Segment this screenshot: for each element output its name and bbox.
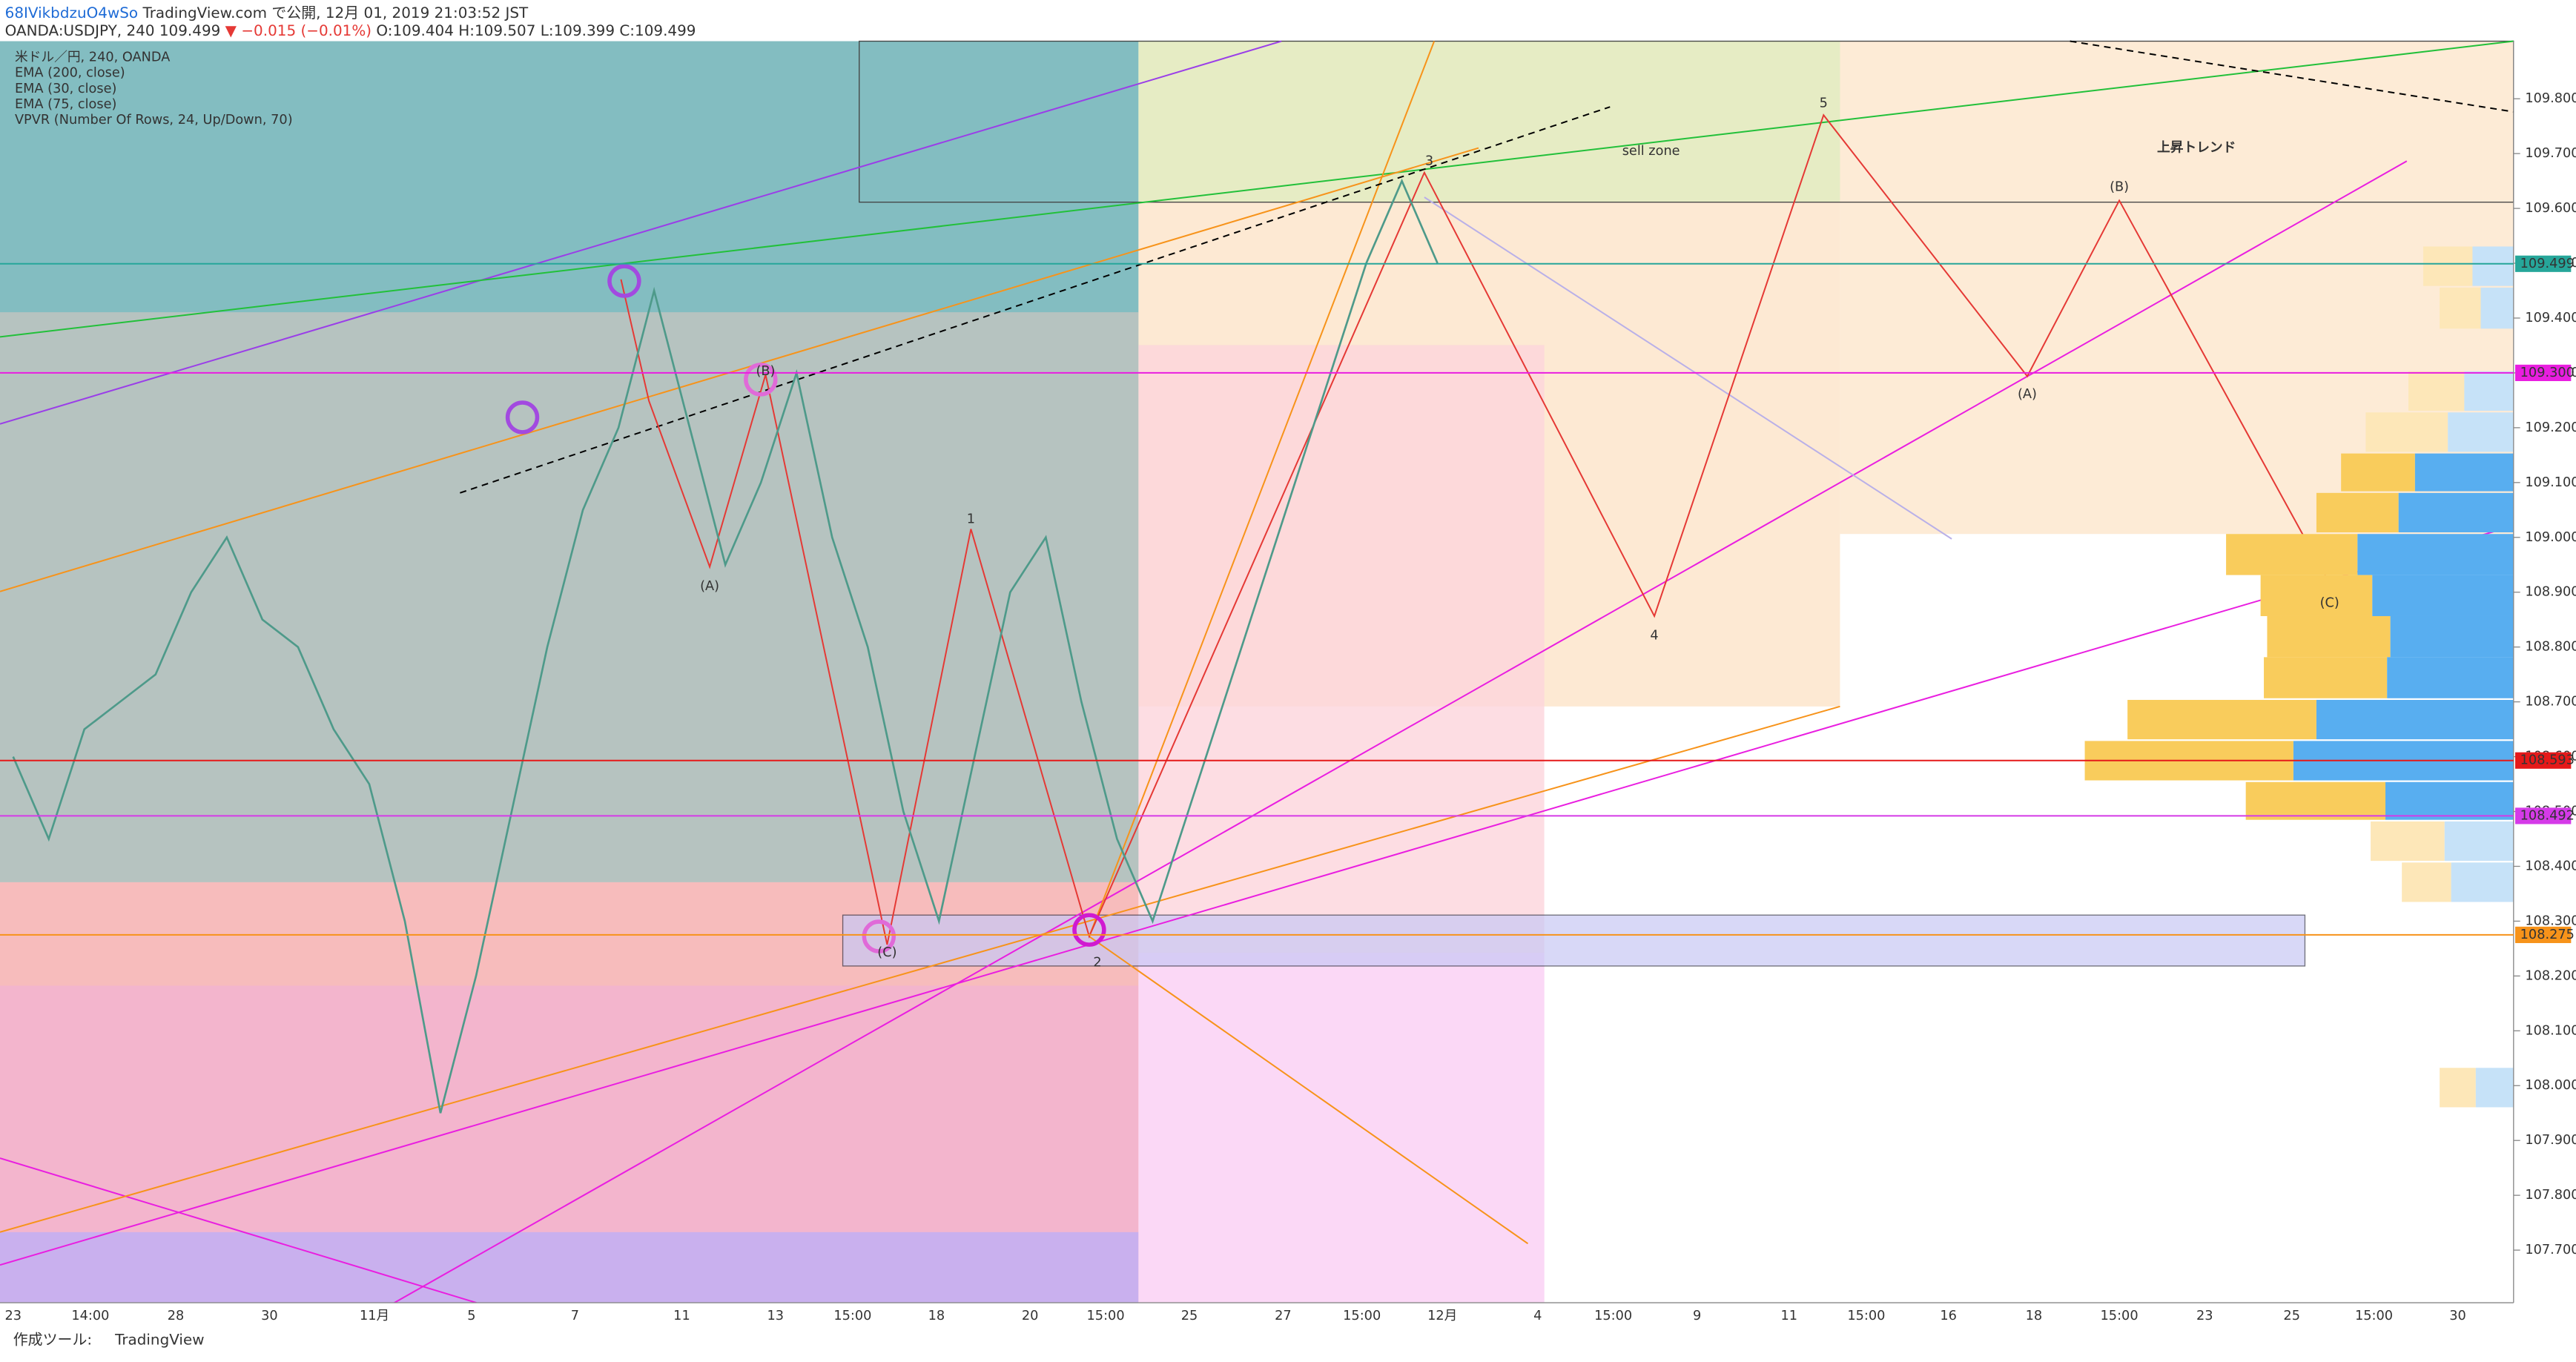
trend-label: 上昇トレンド: [2157, 140, 2236, 156]
price-badge-label: 109.499: [2520, 257, 2575, 271]
price-badge: [2515, 926, 2572, 943]
change: ▼ −0.015 (−0.01%): [225, 22, 371, 39]
x-tick-label: 11: [673, 1309, 690, 1323]
y-tick-label: 109.000: [2525, 530, 2576, 545]
time-axis: [0, 1303, 2576, 1329]
ohlc: C:109.499: [619, 22, 696, 39]
x-tick-label: 15:00: [833, 1309, 871, 1323]
wave-label: (A): [700, 579, 719, 594]
wave-label: (B): [756, 364, 775, 379]
x-tick-label: 7: [571, 1309, 579, 1323]
y-tick-label: 109.200: [2525, 420, 2576, 435]
x-tick-label: 15:00: [2355, 1309, 2393, 1323]
price: 109.499: [159, 22, 220, 39]
footer-brand[interactable]: TradingView: [114, 1331, 204, 1349]
wave-label: (A): [2018, 387, 2037, 402]
x-tick-label: 23: [2196, 1309, 2213, 1323]
x-tick-label: 11月: [360, 1309, 389, 1323]
price-badge-label: 108.275: [2520, 928, 2575, 942]
x-tick-label: 12月: [1427, 1309, 1457, 1323]
y-tick-label: 108.200: [2525, 968, 2576, 983]
trend-lines: [0, 40, 2514, 1304]
legend-entry: VPVR (Number Of Rows, 24, Up/Down, 70): [15, 113, 293, 128]
legend-entry: EMA (200, close): [15, 66, 125, 81]
price-badge: [2515, 364, 2572, 382]
ohlc: H:109.507: [458, 22, 535, 39]
x-tick-label: 4: [1533, 1309, 1542, 1323]
published: TradingView.com で公開, 12月 01, 2019 21:03:…: [142, 3, 529, 21]
price-badge: [2515, 752, 2572, 769]
wave-label: 1: [967, 512, 975, 526]
price-badge-label: 108.593: [2520, 753, 2575, 768]
x-tick-label: 18: [928, 1309, 945, 1323]
x-tick-label: 18: [2026, 1309, 2043, 1323]
x-tick-label: 16: [1940, 1309, 1957, 1323]
y-tick-label: 107.800: [2525, 1188, 2576, 1203]
x-tick-label: 20: [1022, 1309, 1039, 1323]
y-tick-label: 109.800: [2525, 91, 2576, 106]
y-tick-label: 108.100: [2525, 1023, 2576, 1038]
x-tick-label: 15:00: [1594, 1309, 1632, 1323]
wave-label: 3: [1425, 153, 1433, 168]
x-tick-label: 25: [2283, 1309, 2300, 1323]
price-badge: [2515, 807, 2572, 824]
x-tick-label: 15:00: [1847, 1309, 1885, 1323]
price-badge-label: 108.492: [2520, 808, 2575, 823]
y-tick-label: 107.900: [2525, 1133, 2576, 1148]
y-tick-label: 108.300: [2525, 913, 2576, 928]
wave-label: (C): [2320, 595, 2339, 610]
wave-label: (C): [877, 945, 896, 960]
y-tick-label: 109.100: [2525, 475, 2576, 490]
header-line: OANDA:USDJPY, 240 109.499 ▼ −0.015 (−0.0…: [5, 22, 696, 39]
volume-profile: [2084, 246, 2514, 1108]
x-tick-label: 15:00: [2101, 1309, 2139, 1323]
y-tick-label: 108.700: [2525, 695, 2576, 710]
y-tick-label: 108.000: [2525, 1078, 2576, 1093]
footer-text: 作成ツール:: [13, 1331, 92, 1349]
x-tick-label: 28: [168, 1309, 185, 1323]
y-tick-label: 108.400: [2525, 859, 2576, 873]
price-line: [12, 178, 1439, 1114]
header-line: 68IVikbdzuO4wSo TradingView.com で公開, 12月…: [5, 3, 529, 21]
price-badge-label: 109.300: [2520, 366, 2575, 380]
x-tick-label: 30: [261, 1309, 278, 1323]
symbol: OANDA:USDJPY, 240: [5, 22, 155, 39]
x-tick-label: 14:00: [71, 1309, 109, 1323]
x-tick-label: 13: [767, 1309, 784, 1323]
x-tick-label: 5: [467, 1309, 475, 1323]
x-tick-label: 11: [1780, 1309, 1797, 1323]
wave-label: (B): [2110, 180, 2129, 195]
x-tick-label: 9: [1693, 1309, 1701, 1323]
zone-label: sell zone: [1622, 144, 1680, 159]
legend-entry: EMA (75, close): [15, 97, 117, 112]
legend-entry: EMA (30, close): [15, 82, 117, 96]
x-tick-label: 15:00: [1343, 1309, 1381, 1323]
x-tick-label: 23: [4, 1309, 22, 1323]
y-tick-label: 108.800: [2525, 640, 2576, 655]
y-tick-label: 107.700: [2525, 1243, 2576, 1257]
legend-entry: 米ドル／円, 240, OANDA: [15, 50, 170, 65]
y-tick-label: 109.400: [2525, 311, 2576, 325]
x-tick-label: 27: [1275, 1309, 1292, 1323]
zones: [0, 40, 2514, 1303]
price-badge: [2515, 255, 2572, 272]
ohlc: L:109.399: [541, 22, 615, 39]
wave-label: 5: [1820, 96, 1828, 111]
y-tick-label: 109.600: [2525, 201, 2576, 216]
x-tick-label: 25: [1181, 1309, 1198, 1323]
wave-label: 4: [1650, 629, 1658, 644]
wave-label: 2: [1093, 955, 1101, 970]
ohlc: O:109.404: [376, 22, 454, 39]
x-tick-label: 15:00: [1087, 1309, 1125, 1323]
y-tick-label: 108.900: [2525, 585, 2576, 600]
publisher: 68IVikbdzuO4wSo: [5, 3, 139, 21]
x-tick-label: 30: [2449, 1309, 2466, 1323]
y-tick-label: 109.700: [2525, 146, 2576, 161]
